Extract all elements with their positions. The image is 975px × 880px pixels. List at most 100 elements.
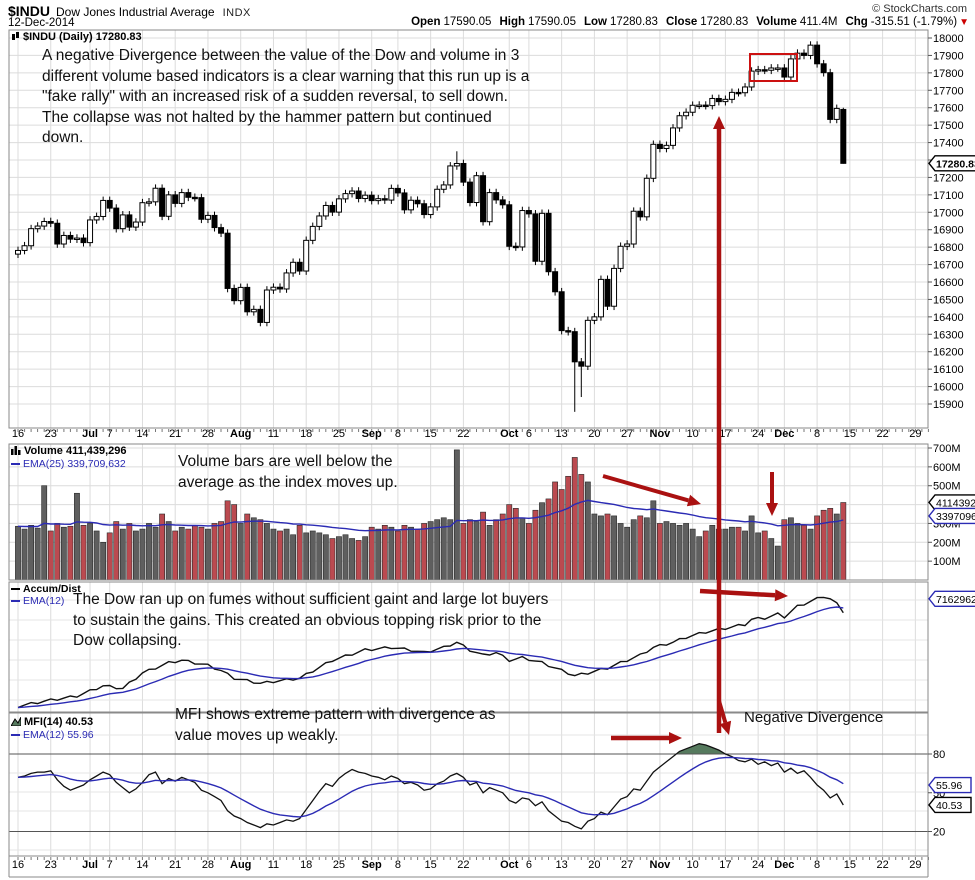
volume-bar: [224, 500, 231, 581]
volume-bar: [794, 523, 801, 581]
volume-bar: [480, 511, 486, 581]
date-tick-label: 25: [333, 859, 345, 871]
volume-bar: [702, 530, 709, 581]
copyright: © StockCharts.com: [872, 3, 967, 15]
candle-body: [722, 98, 729, 103]
volume-bar: [460, 523, 467, 581]
date-tick-label: 18: [300, 428, 312, 440]
volume-bar: [519, 517, 526, 581]
volume-bar: [761, 530, 768, 581]
price-tick-label: 17100: [933, 190, 964, 202]
date-tick-label: 20: [588, 859, 600, 871]
candle-body: [702, 104, 709, 107]
volume-bar: [611, 515, 617, 581]
date-tick-label: 22: [457, 428, 469, 440]
volume-tick-label: 700M: [933, 443, 961, 455]
volume-bar: [106, 532, 113, 581]
candle-body: [335, 198, 342, 213]
volume-bar: [729, 526, 735, 581]
price-tick-label: 15900: [933, 399, 964, 411]
accum-annotation: The Dow ran up on fumes without sufficie…: [73, 591, 549, 649]
candle-body: [218, 227, 225, 234]
candle-body: [781, 67, 788, 78]
candle-body: [394, 187, 401, 194]
candle-body: [60, 234, 67, 245]
red-arrow: [602, 474, 690, 503]
value-tag-text: 55.96: [936, 780, 962, 792]
mfi-legend: MFI(14) 40.53: [10, 716, 93, 729]
candle-body: [21, 245, 28, 251]
candle-body: [440, 184, 447, 190]
highlight-box: [749, 53, 798, 82]
date-tick-label: 22: [876, 859, 888, 871]
candle-body: [670, 127, 676, 146]
date-tick-label: Oct: [500, 859, 519, 871]
volume-bar: [493, 519, 500, 581]
volume-bar: [388, 526, 395, 581]
volume-bar: [774, 545, 781, 581]
volume-bar: [670, 523, 676, 581]
candle-body: [388, 187, 395, 201]
panel-borders: [8, 29, 929, 878]
price-tick-label: 17200: [933, 172, 964, 184]
date-tick-label: 8: [395, 428, 401, 440]
date-tick-label: 14: [136, 428, 148, 440]
candle-body: [263, 289, 270, 323]
date-tick-label: Oct: [500, 428, 519, 440]
candle-body: [525, 210, 532, 215]
volume-bar: [41, 485, 48, 581]
volume-ema-line: [17, 499, 844, 532]
mfi-ema-line: [17, 756, 844, 818]
date-tick-label: Nov: [650, 428, 672, 440]
volume-bar: [827, 508, 834, 581]
volume-bar: [336, 536, 342, 581]
mfi-ema-label: EMA(12) 55.96: [23, 729, 94, 741]
volume-bar: [722, 528, 729, 581]
volume-bar: [840, 502, 847, 581]
high-label: High: [499, 16, 525, 28]
candle-body: [257, 308, 264, 323]
volume-bar: [231, 504, 238, 581]
candle-body: [421, 203, 428, 216]
ticker-exchange: INDX: [222, 7, 251, 19]
date-tick-label: 7: [107, 859, 113, 871]
line-swatch: [11, 463, 20, 466]
volume-bar: [565, 475, 572, 581]
quote-bar: Open 17590.05 High 17590.05 Low 17280.83 Close…: [403, 16, 969, 28]
volume-bar: [185, 528, 192, 581]
candle-body: [283, 272, 290, 290]
volume-value: 411.4M: [799, 16, 838, 28]
date-tick-label: Dec: [774, 859, 794, 871]
volume-bar: [552, 481, 558, 581]
candle-body: [506, 204, 513, 247]
red-arrowhead: [774, 589, 788, 602]
price-tick-label: 17900: [933, 50, 964, 62]
date-tick-label: 8: [395, 859, 401, 871]
chg-down-arrow-icon: ▼: [959, 17, 969, 28]
volume-bar: [663, 521, 670, 581]
candle-body: [211, 214, 218, 229]
volume-bar: [525, 523, 532, 581]
volume-bar: [309, 530, 316, 581]
volume-bars: [15, 449, 847, 581]
volume-bar: [709, 525, 716, 581]
price-tick-label: 16900: [933, 225, 964, 237]
volume-bar: [368, 526, 375, 581]
volume-bar: [263, 523, 270, 581]
date-tick-label: 6: [526, 428, 532, 440]
volume-bar: [742, 530, 748, 581]
negative-divergence-label: Negative Divergence: [744, 709, 884, 726]
candle-body: [375, 198, 382, 202]
volume-bar: [814, 515, 820, 581]
candle-body: [362, 194, 369, 200]
volume-bar: [270, 528, 277, 581]
candle-body: [204, 214, 211, 220]
line-swatch: [11, 600, 20, 603]
volume-bar: [316, 532, 323, 581]
volume-bar: [34, 527, 41, 581]
date-tick-label: 7: [107, 428, 113, 440]
ticker-symbol: $INDU: [8, 3, 51, 19]
candle-body: [617, 245, 624, 269]
candle-body: [316, 215, 323, 227]
date-tick-label: 25: [333, 428, 345, 440]
